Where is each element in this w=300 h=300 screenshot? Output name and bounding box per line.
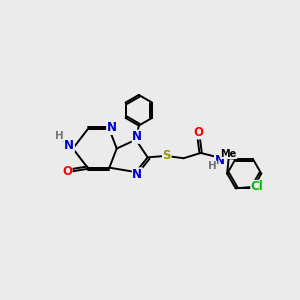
Text: H: H — [55, 131, 64, 141]
Text: N: N — [214, 154, 224, 167]
Text: O: O — [62, 165, 72, 178]
Text: N: N — [132, 168, 142, 181]
Text: N: N — [64, 139, 74, 152]
Text: N: N — [107, 122, 117, 134]
Text: Cl: Cl — [251, 180, 264, 194]
Text: O: O — [193, 126, 203, 139]
Text: N: N — [132, 130, 142, 143]
Text: H: H — [208, 161, 217, 171]
Text: Me: Me — [220, 148, 237, 158]
Text: S: S — [163, 148, 171, 161]
